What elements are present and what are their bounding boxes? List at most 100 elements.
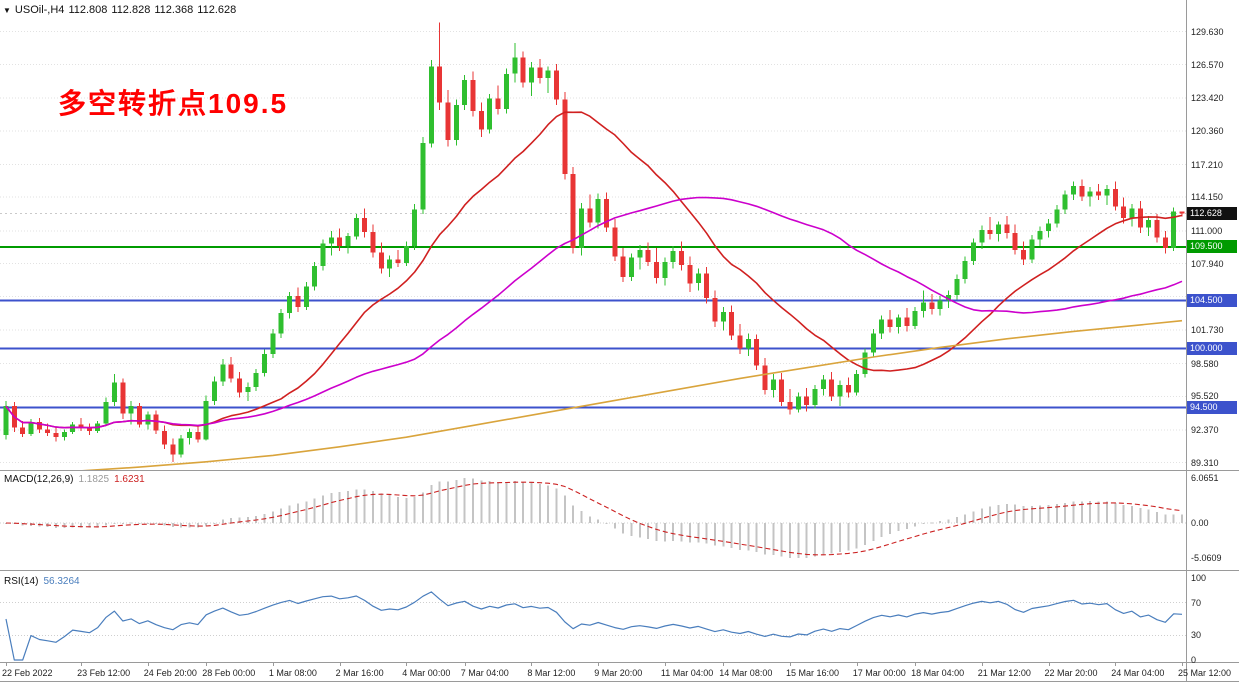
candle bbox=[1146, 215, 1152, 237]
candle bbox=[370, 224, 376, 258]
price-axis[interactable]: 129.630 126.570 123.420 120.360 117.210 114.1… bbox=[1186, 0, 1239, 681]
candle bbox=[1054, 205, 1060, 228]
candle bbox=[762, 358, 768, 395]
time-axis-tick bbox=[1182, 663, 1183, 666]
candle bbox=[428, 59, 434, 148]
candle bbox=[178, 435, 184, 458]
candle bbox=[162, 425, 167, 449]
panel-separator[interactable] bbox=[0, 470, 1239, 471]
candle bbox=[395, 250, 401, 268]
time-axis-label: 24 Mar 04:00 bbox=[1111, 668, 1165, 678]
rsi-panel-canvas[interactable] bbox=[0, 572, 1186, 662]
price-axis-label: 123.420 bbox=[1191, 93, 1224, 104]
ohlc-low: 112.368 bbox=[154, 4, 194, 16]
candle bbox=[1071, 181, 1077, 200]
candle bbox=[1112, 181, 1118, 211]
chart-title: ▼ USOil-,H4 112.808 112.828 112.368 112.628 bbox=[3, 4, 240, 16]
price-level-tag: 104.500 bbox=[1187, 293, 1237, 307]
rsi-axis-label: 100 bbox=[1191, 573, 1207, 583]
candle bbox=[979, 225, 985, 250]
time-axis-tick bbox=[6, 663, 7, 666]
candle bbox=[620, 248, 626, 283]
rsi-axis-label: 70 bbox=[1191, 597, 1202, 608]
candle bbox=[595, 193, 601, 229]
price-axis-separator bbox=[1186, 0, 1187, 681]
candle bbox=[512, 42, 518, 83]
candle bbox=[887, 310, 893, 333]
rsi-axis-label: 30 bbox=[1191, 630, 1202, 641]
collapse-triangle-icon[interactable]: ▼ bbox=[3, 6, 11, 15]
candle bbox=[20, 421, 26, 438]
candle bbox=[295, 287, 301, 313]
panel-separator[interactable] bbox=[0, 570, 1239, 571]
macd-name: MACD(12,26,9) bbox=[4, 474, 74, 485]
time-axis-tick bbox=[339, 663, 341, 666]
price-axis-label: 114.150 bbox=[1191, 192, 1223, 203]
price-level-tag: 109.500 bbox=[1187, 240, 1237, 254]
candle bbox=[362, 208, 368, 238]
time-axis-tick bbox=[206, 663, 208, 666]
price-axis-label: 129.630 bbox=[1191, 26, 1224, 37]
candle bbox=[462, 74, 468, 111]
price-axis-label: 107.940 bbox=[1191, 258, 1224, 269]
time-axis-label: 15 Mar 16:00 bbox=[786, 668, 840, 678]
price-axis-label: 117.210 bbox=[1191, 159, 1223, 170]
candle bbox=[695, 268, 701, 291]
time-axis-label: 28 Feb 00:00 bbox=[202, 668, 256, 678]
candle bbox=[170, 438, 176, 462]
current-price-tag: 112.628 bbox=[1187, 207, 1237, 220]
time-axis-label: 4 Mar 00:00 bbox=[402, 668, 451, 678]
candle bbox=[1012, 224, 1018, 255]
candle bbox=[328, 230, 334, 256]
moving-averages bbox=[5, 111, 1183, 470]
candle bbox=[187, 428, 192, 445]
candle bbox=[845, 377, 851, 398]
symbol-period-label: USOil-,H4 bbox=[14, 4, 65, 16]
candle bbox=[612, 219, 618, 261]
candle bbox=[61, 429, 67, 441]
candle bbox=[1021, 241, 1026, 266]
candle bbox=[1046, 219, 1051, 238]
candle bbox=[387, 255, 393, 277]
time-axis-tick bbox=[464, 663, 466, 666]
candle bbox=[253, 368, 259, 392]
candle bbox=[1104, 184, 1110, 206]
candle bbox=[28, 419, 34, 437]
candle bbox=[412, 204, 418, 251]
candle bbox=[737, 323, 743, 354]
rsi-indicator-label: RSI(14) 56.3264 bbox=[4, 576, 80, 587]
rsi-levels bbox=[0, 602, 1186, 636]
time-axis-label: 14 Mar 08:00 bbox=[719, 668, 773, 678]
price-axis-label: 101.730 bbox=[1191, 325, 1224, 335]
ohlc-close: 112.628 bbox=[197, 4, 237, 16]
candle bbox=[962, 256, 968, 284]
candle bbox=[937, 296, 943, 316]
candle bbox=[312, 261, 318, 291]
time-axis-label: 24 Feb 20:00 bbox=[143, 668, 197, 678]
time-axis[interactable]: 22 Feb 2022 23 Feb 12:00 24 Feb 20:00 28 Fe… bbox=[0, 663, 1239, 681]
candle bbox=[203, 395, 209, 441]
macd-axis-label: -5.0609 bbox=[1191, 553, 1222, 563]
candle bbox=[120, 378, 126, 419]
macd-main-value: 1.1825 bbox=[78, 474, 110, 485]
candle bbox=[195, 426, 201, 443]
candle bbox=[662, 257, 668, 286]
price-chart-canvas[interactable] bbox=[0, 0, 1186, 470]
level-lines[interactable] bbox=[0, 245, 1186, 409]
rsi-line bbox=[5, 591, 1183, 661]
candle bbox=[1062, 190, 1068, 214]
candle bbox=[420, 136, 426, 214]
candle bbox=[870, 329, 876, 357]
time-axis-label: 8 Mar 12:00 bbox=[527, 668, 576, 678]
candle bbox=[1121, 197, 1127, 224]
candle bbox=[629, 253, 634, 282]
candle bbox=[86, 423, 92, 435]
time-axis-label: 22 Feb 2022 bbox=[2, 668, 53, 678]
candle bbox=[1037, 226, 1043, 246]
macd-panel-canvas[interactable] bbox=[0, 471, 1186, 569]
candle bbox=[579, 203, 584, 256]
candle bbox=[212, 376, 217, 406]
chart-annotation: 多空转折点109.5 bbox=[58, 88, 289, 119]
time-axis-label: 7 Mar 04:00 bbox=[460, 668, 509, 678]
